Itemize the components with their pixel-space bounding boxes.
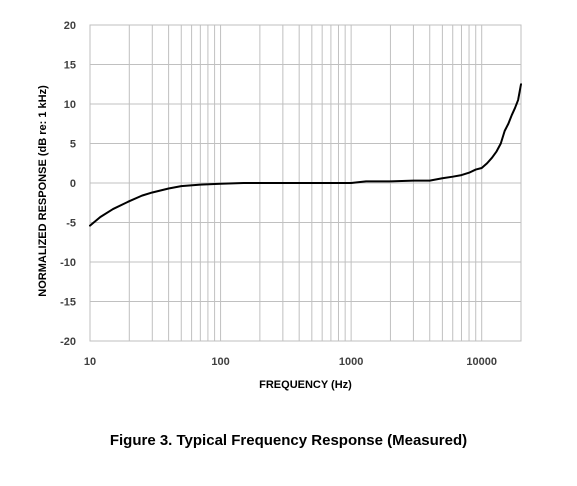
y-axis-title: NORMALIZED RESPONSE (dB re: 1 kHz) — [37, 85, 49, 297]
y-tick-label: -20 — [60, 336, 76, 348]
y-tick-label: 5 — [70, 139, 76, 151]
y-tick-label: -15 — [60, 297, 76, 309]
x-tick-label: 10 — [84, 356, 96, 368]
response-curve — [89, 83, 522, 227]
series-layer — [89, 83, 522, 227]
x-axis-title: FREQUENCY (Hz) — [259, 379, 352, 391]
figure-caption: Figure 3. Typical Frequency Response (Me… — [109, 432, 468, 449]
y-tick-label: 10 — [64, 99, 76, 111]
x-tick-label: 100 — [211, 356, 229, 368]
x-tick-label: 10000 — [466, 356, 497, 368]
y-tick-label: -5 — [66, 218, 76, 230]
y-tick-label: -10 — [60, 257, 76, 269]
plot-area — [89, 24, 522, 342]
x-tick-label: 1000 — [339, 356, 363, 368]
y-tick-label: 0 — [70, 178, 76, 190]
y-tick-labels: -20 -15 -10 -5 0 5 10 15 20 — [60, 20, 76, 348]
y-tick-label: 20 — [64, 20, 76, 32]
x-tick-labels: 10 100 1000 10000 — [84, 356, 497, 368]
y-tick-label: 15 — [64, 60, 76, 72]
